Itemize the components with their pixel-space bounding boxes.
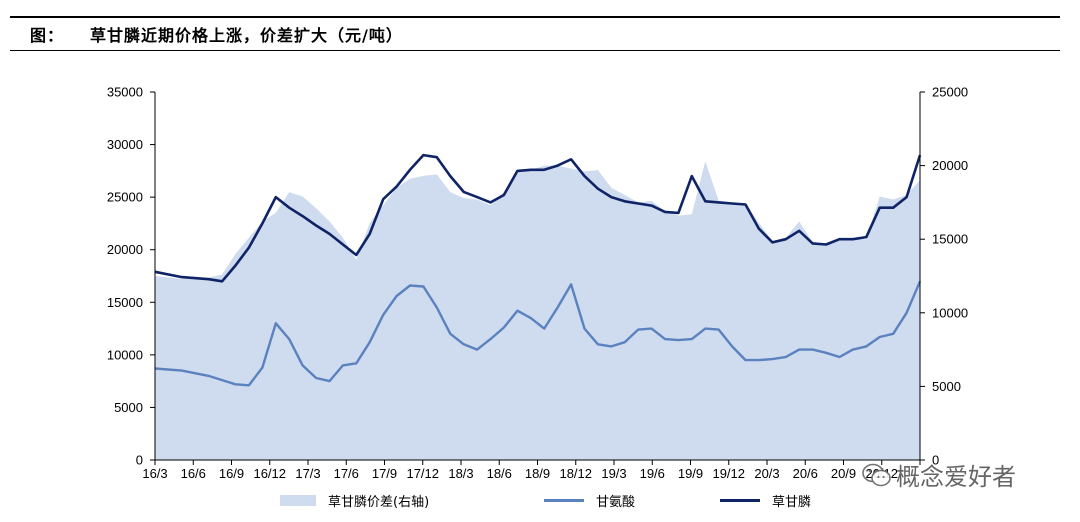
x-tick-label: 16/6 [181,466,206,481]
legend-item-spread: 草甘膦价差(右轴) [280,490,429,510]
series-line-glyphosate [154,153,922,283]
y-right-tick-label: 0 [932,453,939,468]
x-tick-label: 18/3 [448,466,473,481]
legend-item-glyphosate: 草甘膦 [720,490,811,510]
legend: 草甘膦价差(右轴) 甘氨酸 草甘膦 [0,490,1080,512]
legend-label-spread: 草甘膦价差(右轴) [328,494,430,510]
legend-swatch-spread [280,494,316,506]
wechat-icon [862,463,891,486]
title-rule-top [10,16,1060,18]
x-tick-label: 19/3 [601,466,626,481]
figure-label: 图： [30,26,65,45]
x-tick-label: 20/9 [831,466,856,481]
watermark: 概念爱好者 [862,457,1016,492]
y-right-tick-label: 25000 [932,85,968,100]
x-tick-label: 18/6 [487,466,512,481]
x-tick-label: 17/9 [372,466,397,481]
legend-swatch-glycine [544,498,584,502]
x-tick-label: 20/6 [793,466,818,481]
y-right-tick-label: 10000 [932,305,968,320]
x-tick-label: 19/12 [712,466,745,481]
y-left-tick-label: 0 [136,453,143,468]
x-tick-label: 19/6 [640,466,665,481]
figure-title-text: 草甘膦近期价格上涨，价差扩大（元/吨） [90,26,403,45]
y-left-tick-label: 35000 [107,85,143,100]
x-tick-label: 17/12 [406,466,439,481]
x-tick-label: 18/9 [525,466,550,481]
y-right-tick-label: 20000 [932,158,968,173]
x-tick-label: 20/3 [754,466,779,481]
y-left-tick-label: 10000 [107,347,143,362]
y-right-tick-label: 15000 [932,232,968,247]
y-left-tick-label: 15000 [107,295,143,310]
x-tick-label: 19/9 [678,466,703,481]
x-tick-label: 16/12 [253,466,286,481]
x-tick-label: 17/6 [334,466,359,481]
y-left-tick-label: 25000 [107,190,143,205]
title-rule-bottom [10,50,1060,51]
x-tick-label: 16/3 [142,466,167,481]
y-left-tick-label: 20000 [107,242,143,257]
y-left-tick-label: 5000 [114,400,143,415]
series-line-glycine [154,280,922,387]
y-right-tick-label: 5000 [932,379,961,394]
legend-label-glyphosate: 草甘膦 [772,494,812,510]
x-tick-label: 17/3 [295,466,320,481]
x-tick-label: 18/12 [559,466,592,481]
figure-title: 图： 草甘膦近期价格上涨，价差扩大（元/吨） [30,22,403,46]
x-tick-label: 16/9 [219,466,244,481]
legend-item-glycine: 甘氨酸 [544,490,635,510]
watermark-text: 概念爱好者 [896,463,1016,491]
legend-swatch-glyphosate [720,498,760,502]
legend-label-glycine: 甘氨酸 [596,494,636,510]
series-area-spread [155,161,920,460]
y-left-tick-label: 30000 [107,137,143,152]
